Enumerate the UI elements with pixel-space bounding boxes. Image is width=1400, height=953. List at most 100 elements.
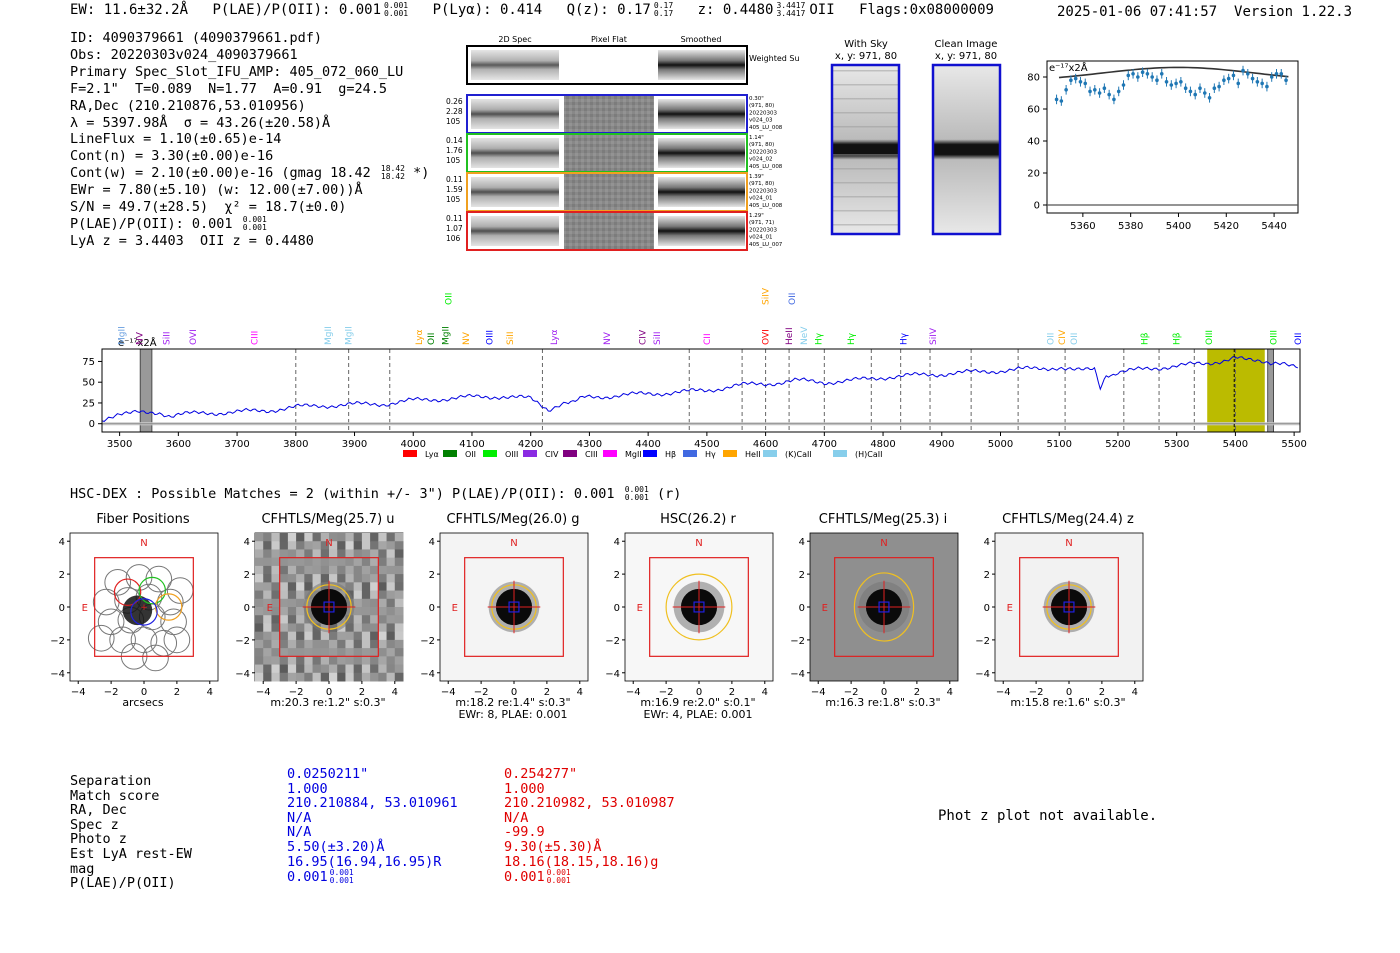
info-sn: S/N = 49.7(±28.5) χ² = 18.7(±0.0) — [70, 199, 347, 216]
hsc-noise-pixel — [255, 533, 264, 542]
fiber-frame — [466, 211, 748, 251]
hsc-noise-pixel — [320, 533, 330, 542]
xtick-label: −2 — [474, 687, 489, 698]
spectrum-line-label: OIII — [1270, 330, 1280, 345]
hsc-noise-pixel — [263, 664, 272, 674]
fiber-right-label: 405_LU_008 — [749, 203, 783, 209]
hsc-noise-pixel — [312, 639, 322, 649]
qz-header: Q(z): 0.17 0.17 0.17 — [566, 1, 674, 19]
hsc-noise-pixel — [255, 664, 264, 674]
hsc-noise-pixel — [394, 639, 404, 649]
hsc-noise-pixel — [345, 623, 355, 633]
hsc-noise-pixel — [255, 607, 264, 616]
spectrum-line-label: SiIV — [929, 327, 939, 345]
hsc-noise-pixel — [386, 582, 396, 592]
hsc-noise-pixel — [287, 582, 297, 592]
fiber-circle-green — [138, 576, 166, 605]
hsc-noise-pixel — [361, 574, 371, 583]
hsc-noise-pixel — [394, 664, 404, 674]
hsc-noise-pixel — [304, 533, 314, 542]
info-fiber: F=2.1" T=0.089 N=1.77 A=0.91 g=24.5 — [70, 80, 387, 97]
ytick-label: 4 — [244, 537, 250, 548]
hsc-panel-caption: m:20.3 re:1.2" s:0.3" — [270, 696, 386, 709]
zoom-point — [1231, 73, 1236, 78]
hsc-panel-title: Fiber Positions — [96, 512, 190, 527]
fiber-left-label: 1.59 — [446, 185, 463, 194]
spectrum-ytick-label: 50 — [82, 378, 95, 389]
hsc-noise-pixel — [255, 574, 264, 583]
hsc-noise-pixel — [353, 557, 363, 567]
search-box — [279, 557, 379, 657]
hsc-noise-pixel — [287, 615, 297, 624]
hsc-noise-pixel — [263, 598, 272, 608]
hsc-noise-pixel — [394, 582, 404, 592]
hsc-noise-pixel — [287, 648, 297, 657]
spectrum-xtick-label: 3700 — [224, 439, 249, 450]
hsc-cutout-panels: Fiber Positions + N E 4 2 0 −2 −4 −4 −2 0 2 4 arcsecs C… — [40, 510, 1170, 725]
spectrum-xtick-label: 4700 — [812, 439, 837, 450]
hsc-noise-pixel — [337, 639, 346, 649]
hsc-noise-pixel — [345, 664, 355, 674]
center-cross-icon: + — [140, 603, 148, 613]
fiber-left-label: 2.28 — [446, 107, 463, 116]
hsc-noise-pixel — [263, 590, 272, 600]
hsc-panel-caption: m:18.2 re:1.4" s:0.3" — [455, 696, 571, 709]
zoom-point — [1265, 84, 1269, 89]
ytick-label: 4 — [984, 537, 990, 548]
match-label: Est LyA rest-EW — [70, 845, 192, 862]
legend-swatch — [763, 450, 777, 457]
fiber-right-label: 20220303 — [749, 110, 777, 116]
hsc-noise-pixel — [361, 565, 371, 575]
hsc-noise-pixel — [271, 648, 281, 657]
ytick-label: −2 — [420, 636, 435, 647]
hsc-noise-pixel — [378, 590, 388, 600]
xtick-label: 2 — [1099, 687, 1105, 698]
hsc-noise-pixel — [378, 582, 388, 592]
xtick-label: 0 — [1066, 687, 1072, 698]
match-blue-value: N/A — [287, 824, 312, 841]
hsc-noise-pixel — [378, 541, 388, 550]
hsc-noise-pixel — [345, 549, 355, 559]
hsc-noise-pixel — [271, 615, 281, 624]
hsc-noise-pixel — [320, 557, 330, 567]
hsc-noise-pixel — [386, 656, 396, 666]
hsc-noise-pixel — [370, 565, 379, 575]
spectrum-xtick-label: 5100 — [1046, 439, 1071, 450]
hsc-noise-pixel — [279, 533, 289, 542]
hsc-noise-pixel — [361, 541, 371, 550]
hsc-noise-pixel — [353, 631, 363, 641]
xtick-label: −2 — [289, 687, 304, 698]
hsc-title: HSC-DEX : Possible Matches = 2 (within +… — [70, 485, 682, 503]
hsc-panel: N E 4 2 0 −2 −4 −4 −2 0 2 4 — [605, 532, 774, 698]
weighted-sum-label: Weighted Sum — [749, 54, 800, 63]
spectrum-line-label: CIV — [1058, 329, 1068, 345]
hsc-noise-pixel — [279, 615, 289, 624]
xtick-label: 4 — [1132, 687, 1138, 698]
hsc-noise-pixel — [271, 557, 281, 567]
zoom-point — [1274, 72, 1279, 76]
hsc-panel: N E 4 2 0 −2 −4 −4 −2 0 2 4 — [975, 532, 1144, 698]
xtick-label: −2 — [659, 687, 674, 698]
spectrum-line-label: SiII — [506, 331, 516, 345]
hsc-noise-pixel — [279, 607, 289, 616]
hsc-noise-pixel — [296, 639, 305, 649]
xtick-label: −4 — [256, 687, 271, 698]
search-box — [649, 557, 749, 657]
legend-swatch — [443, 450, 457, 457]
hsc-noise-pixel — [320, 574, 330, 583]
east-label: E — [637, 603, 643, 614]
hsc-noise-pixel — [271, 631, 281, 641]
hsc-noise-pixel — [304, 557, 314, 567]
hsc-noise-pixel — [255, 598, 264, 608]
match-blue-value: 0.001 0.001 0.001 — [287, 869, 458, 885]
xtick-label: 0 — [881, 687, 887, 698]
hsc-noise-pixel — [255, 615, 264, 624]
xtick-label: 4 — [947, 687, 953, 698]
fiber-smoothed — [658, 99, 745, 129]
hsc-noise-pixel — [353, 672, 363, 682]
sky-images: With Sky x, y: 971, 80 Clean Image x, y:… — [830, 39, 1002, 236]
zoom-point — [1255, 80, 1260, 84]
hsc-noise-pixel — [271, 623, 281, 633]
legend-swatch — [643, 450, 657, 457]
hsc-noise-pixel — [304, 656, 314, 666]
